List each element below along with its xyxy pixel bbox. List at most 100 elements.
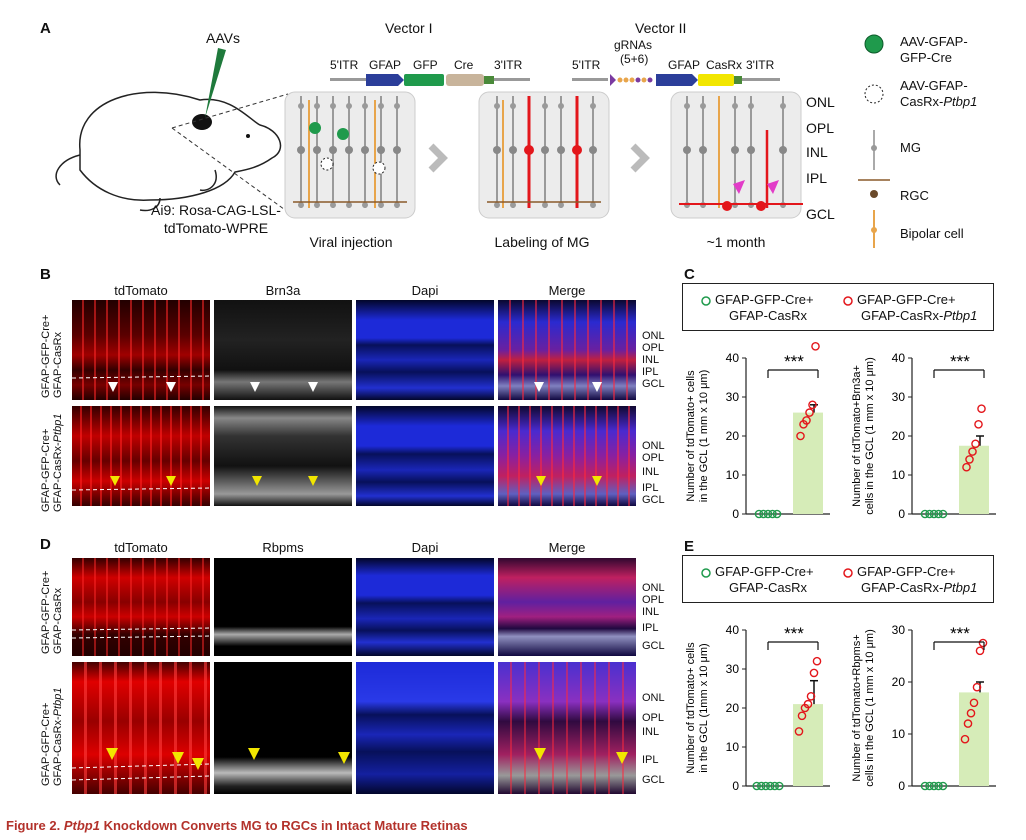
aavs-label: AAVs bbox=[206, 30, 240, 46]
chart-ytick-label: 0 bbox=[898, 507, 905, 521]
chart-point bbox=[794, 727, 804, 736]
chart-ylabel-line1: Number of tdTomato+Brn3a+ bbox=[851, 365, 863, 507]
e-legend-ctrl-line1: GFAP-GFP-Cre+ bbox=[715, 564, 814, 579]
chart-ytick-label: 40 bbox=[726, 623, 740, 637]
chart-point bbox=[772, 509, 782, 519]
chart-bar bbox=[959, 692, 989, 786]
chart-c-right: Number of tdTomato+Brn3a+cells in the GC… bbox=[851, 351, 996, 521]
b-col-brn3a: Brn3a bbox=[265, 283, 301, 298]
chart-point bbox=[966, 708, 976, 718]
chart-point bbox=[812, 656, 822, 666]
c-legend-kd-marker bbox=[843, 296, 853, 306]
e-legend-ctrl-line2: GFAP-CasRx bbox=[729, 580, 808, 595]
e-legend-ctrl-marker bbox=[701, 568, 711, 578]
chart-ytick-label: 30 bbox=[726, 662, 740, 676]
chart-ytick-label: 10 bbox=[726, 740, 740, 754]
d2-inl: INL bbox=[642, 726, 660, 738]
chart-ytick-label: 20 bbox=[726, 429, 740, 443]
chart-significance: *** bbox=[784, 624, 804, 643]
chart-ytick-label: 10 bbox=[892, 727, 906, 741]
chart-point bbox=[920, 781, 930, 791]
b-r2-tdtomato-image bbox=[72, 406, 210, 506]
vector2-title: Vector II bbox=[635, 20, 687, 36]
chart-ytick-label: 40 bbox=[892, 351, 906, 365]
d-arrowheads bbox=[72, 627, 628, 781]
chart-ytick-label: 30 bbox=[892, 623, 906, 637]
chart-point bbox=[811, 342, 820, 351]
chart-ytick-label: 0 bbox=[898, 779, 905, 793]
d2-ipl: IPL bbox=[642, 754, 659, 766]
layer-opl: OPL bbox=[806, 120, 835, 136]
vector2-casrx: CasRx bbox=[706, 58, 743, 72]
chart-ylabel-line1: Number of tdTomato+ cells bbox=[685, 370, 697, 502]
mouse-illustration bbox=[55, 48, 282, 212]
chart-ylabel: Number of tdTomato+ cellsin the GCL (1mm… bbox=[685, 642, 710, 774]
chart-point bbox=[770, 781, 780, 791]
chart-point bbox=[971, 439, 980, 449]
chart-point bbox=[978, 638, 988, 648]
vector1-cre: Cre bbox=[454, 58, 474, 72]
chart-point bbox=[975, 646, 985, 656]
chart-ytick-label: 0 bbox=[732, 507, 739, 521]
d-row2-label: GFAP-GFP-Cre+ GFAP-CasRx-Ptbp1 bbox=[40, 687, 64, 786]
b-r2-dapi-image bbox=[356, 406, 494, 506]
step-labeling-mg: Labeling of MG bbox=[494, 234, 590, 250]
b2-ipl: IPL bbox=[642, 482, 659, 494]
vector2-5itr: 5'ITR bbox=[572, 58, 601, 72]
vector1-title: Vector I bbox=[385, 20, 433, 36]
d1-opl: OPL bbox=[642, 594, 665, 606]
vector1-gfp: GFP bbox=[413, 58, 438, 72]
panel-a-legend-icons bbox=[858, 34, 890, 248]
d1-onl: ONL bbox=[642, 582, 665, 594]
legend-mg: MG bbox=[900, 140, 921, 155]
d-r2-tdtomato-image bbox=[72, 662, 210, 794]
d-r2-rbpms-image bbox=[214, 662, 352, 794]
chart-point bbox=[803, 699, 813, 709]
legend-aav2-line1: AAV-GFAP- bbox=[900, 78, 968, 93]
legend-aav2-line2: CasRx-Ptbp1 bbox=[900, 94, 978, 109]
b-r1-tdtomato-image bbox=[72, 300, 210, 400]
chart-point bbox=[925, 509, 934, 519]
d-r2-dapi-image bbox=[356, 662, 494, 794]
vector2-3itr: 3'ITR bbox=[746, 58, 775, 72]
chart-ytick-label: 20 bbox=[726, 701, 740, 715]
chart-point bbox=[977, 404, 986, 413]
c-legend-kd-line1: GFAP-GFP-Cre+ bbox=[857, 292, 956, 307]
b-r2-brn3a-image bbox=[214, 406, 352, 506]
chart-c-left: Number of tdTomato+ cellsin the GCL (1 m… bbox=[685, 342, 830, 521]
chart-point bbox=[754, 509, 764, 519]
chart-significance: *** bbox=[950, 624, 970, 643]
d2-opl: OPL bbox=[642, 712, 665, 724]
vector2-diagram bbox=[572, 74, 780, 86]
figure-caption: Figure 2. Ptbp1 Knockdown Converts MG to… bbox=[6, 818, 468, 833]
layer-gcl: GCL bbox=[806, 206, 835, 222]
b-col-merge: Merge bbox=[548, 283, 586, 298]
chart-point bbox=[929, 781, 939, 791]
b2-inl: INL bbox=[642, 466, 660, 478]
step-viral-injection: Viral injection bbox=[309, 234, 393, 250]
chart-point bbox=[796, 431, 805, 441]
legend-aav1-line2: GFP-Cre bbox=[900, 50, 952, 65]
d-col-merge: Merge bbox=[548, 540, 586, 555]
mouse-caption-line1: Ai9: Rosa-CAG-LSL- bbox=[151, 202, 281, 218]
d-col-rbpms: Rbpms bbox=[262, 540, 304, 555]
chart-ylabel-line2: cells in the GCL (1 mm x 10 μm) bbox=[864, 357, 876, 515]
chart-bar bbox=[793, 704, 823, 786]
vector2-gfap: GFAP bbox=[668, 58, 701, 72]
d-r1-dapi-image bbox=[356, 558, 494, 656]
c-legend-ctrl-marker bbox=[701, 296, 711, 306]
chart-ylabel-line2: in the GCL (1mm x 10 μm) bbox=[698, 643, 710, 772]
step-one-month: ~1 month bbox=[706, 234, 766, 250]
chart-point bbox=[968, 447, 977, 456]
chart-point bbox=[765, 781, 775, 791]
chart-ylabel-line2: cells in the GCL (1 mm x 10 μm) bbox=[864, 629, 876, 787]
chart-point bbox=[962, 462, 971, 472]
chart-point bbox=[929, 509, 939, 519]
chart-ytick-label: 10 bbox=[726, 468, 740, 482]
e-legend-kd-line2: GFAP-CasRx-Ptbp1 bbox=[861, 580, 978, 595]
panel-a-label: A bbox=[40, 20, 51, 37]
b-arrowheads bbox=[72, 375, 602, 491]
b-r1-merge-image bbox=[498, 300, 636, 400]
d1-ipl: IPL bbox=[642, 622, 659, 634]
chart-point bbox=[808, 400, 817, 410]
